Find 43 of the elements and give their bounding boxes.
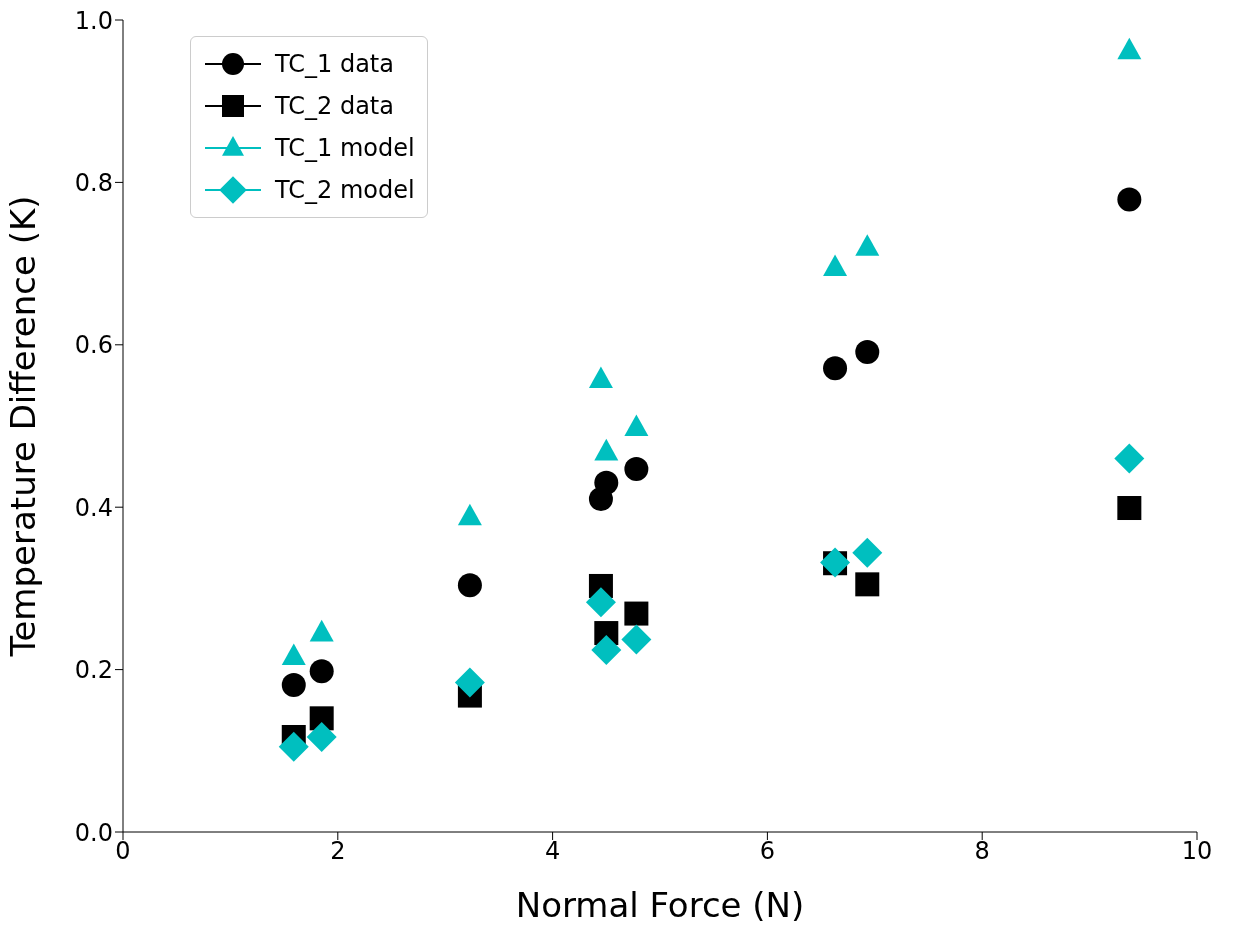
y-axis-title: Temperature Difference (K) bbox=[3, 195, 44, 658]
x-tick-label: 2 bbox=[330, 837, 346, 866]
point bbox=[306, 722, 337, 752]
point bbox=[855, 234, 880, 256]
point bbox=[281, 673, 306, 698]
legend-label: TC_1 model bbox=[275, 134, 415, 162]
point bbox=[591, 635, 622, 666]
point bbox=[588, 366, 613, 389]
point bbox=[309, 659, 334, 684]
point bbox=[278, 731, 309, 762]
legend-label: TC_2 data bbox=[275, 92, 394, 120]
point bbox=[1117, 496, 1142, 521]
point bbox=[594, 438, 619, 461]
point bbox=[624, 457, 649, 482]
point bbox=[855, 572, 880, 597]
point bbox=[855, 340, 880, 365]
point bbox=[594, 470, 619, 495]
point bbox=[852, 537, 883, 568]
x-axis-title: Normal Force (N) bbox=[515, 885, 805, 925]
y-tick-label: 0.6 bbox=[74, 331, 113, 360]
y-tick-label: 0.8 bbox=[74, 168, 113, 197]
y-tick-label: 0.2 bbox=[74, 656, 113, 685]
point bbox=[624, 414, 649, 437]
x-tick-label: 10 bbox=[1181, 837, 1213, 866]
legend-label: TC_1 data bbox=[275, 50, 394, 78]
x-tick-label: 8 bbox=[974, 837, 990, 866]
point bbox=[457, 573, 482, 598]
point bbox=[624, 601, 649, 626]
x-tick-label: 0 bbox=[115, 837, 131, 866]
point bbox=[621, 624, 652, 655]
x-tick-label: 4 bbox=[544, 837, 561, 866]
point bbox=[1117, 187, 1142, 212]
point bbox=[454, 667, 485, 698]
y-tick-label: 0.4 bbox=[74, 493, 113, 522]
point bbox=[1114, 443, 1145, 474]
point bbox=[585, 587, 616, 618]
y-tick-label: 0.0 bbox=[74, 818, 113, 847]
legend-label: TC_2 model bbox=[275, 176, 415, 204]
point bbox=[823, 254, 848, 277]
y-tick-label: 1.0 bbox=[74, 6, 113, 35]
point bbox=[1117, 37, 1142, 60]
point bbox=[823, 356, 848, 381]
x-tick-label: 6 bbox=[759, 837, 776, 866]
